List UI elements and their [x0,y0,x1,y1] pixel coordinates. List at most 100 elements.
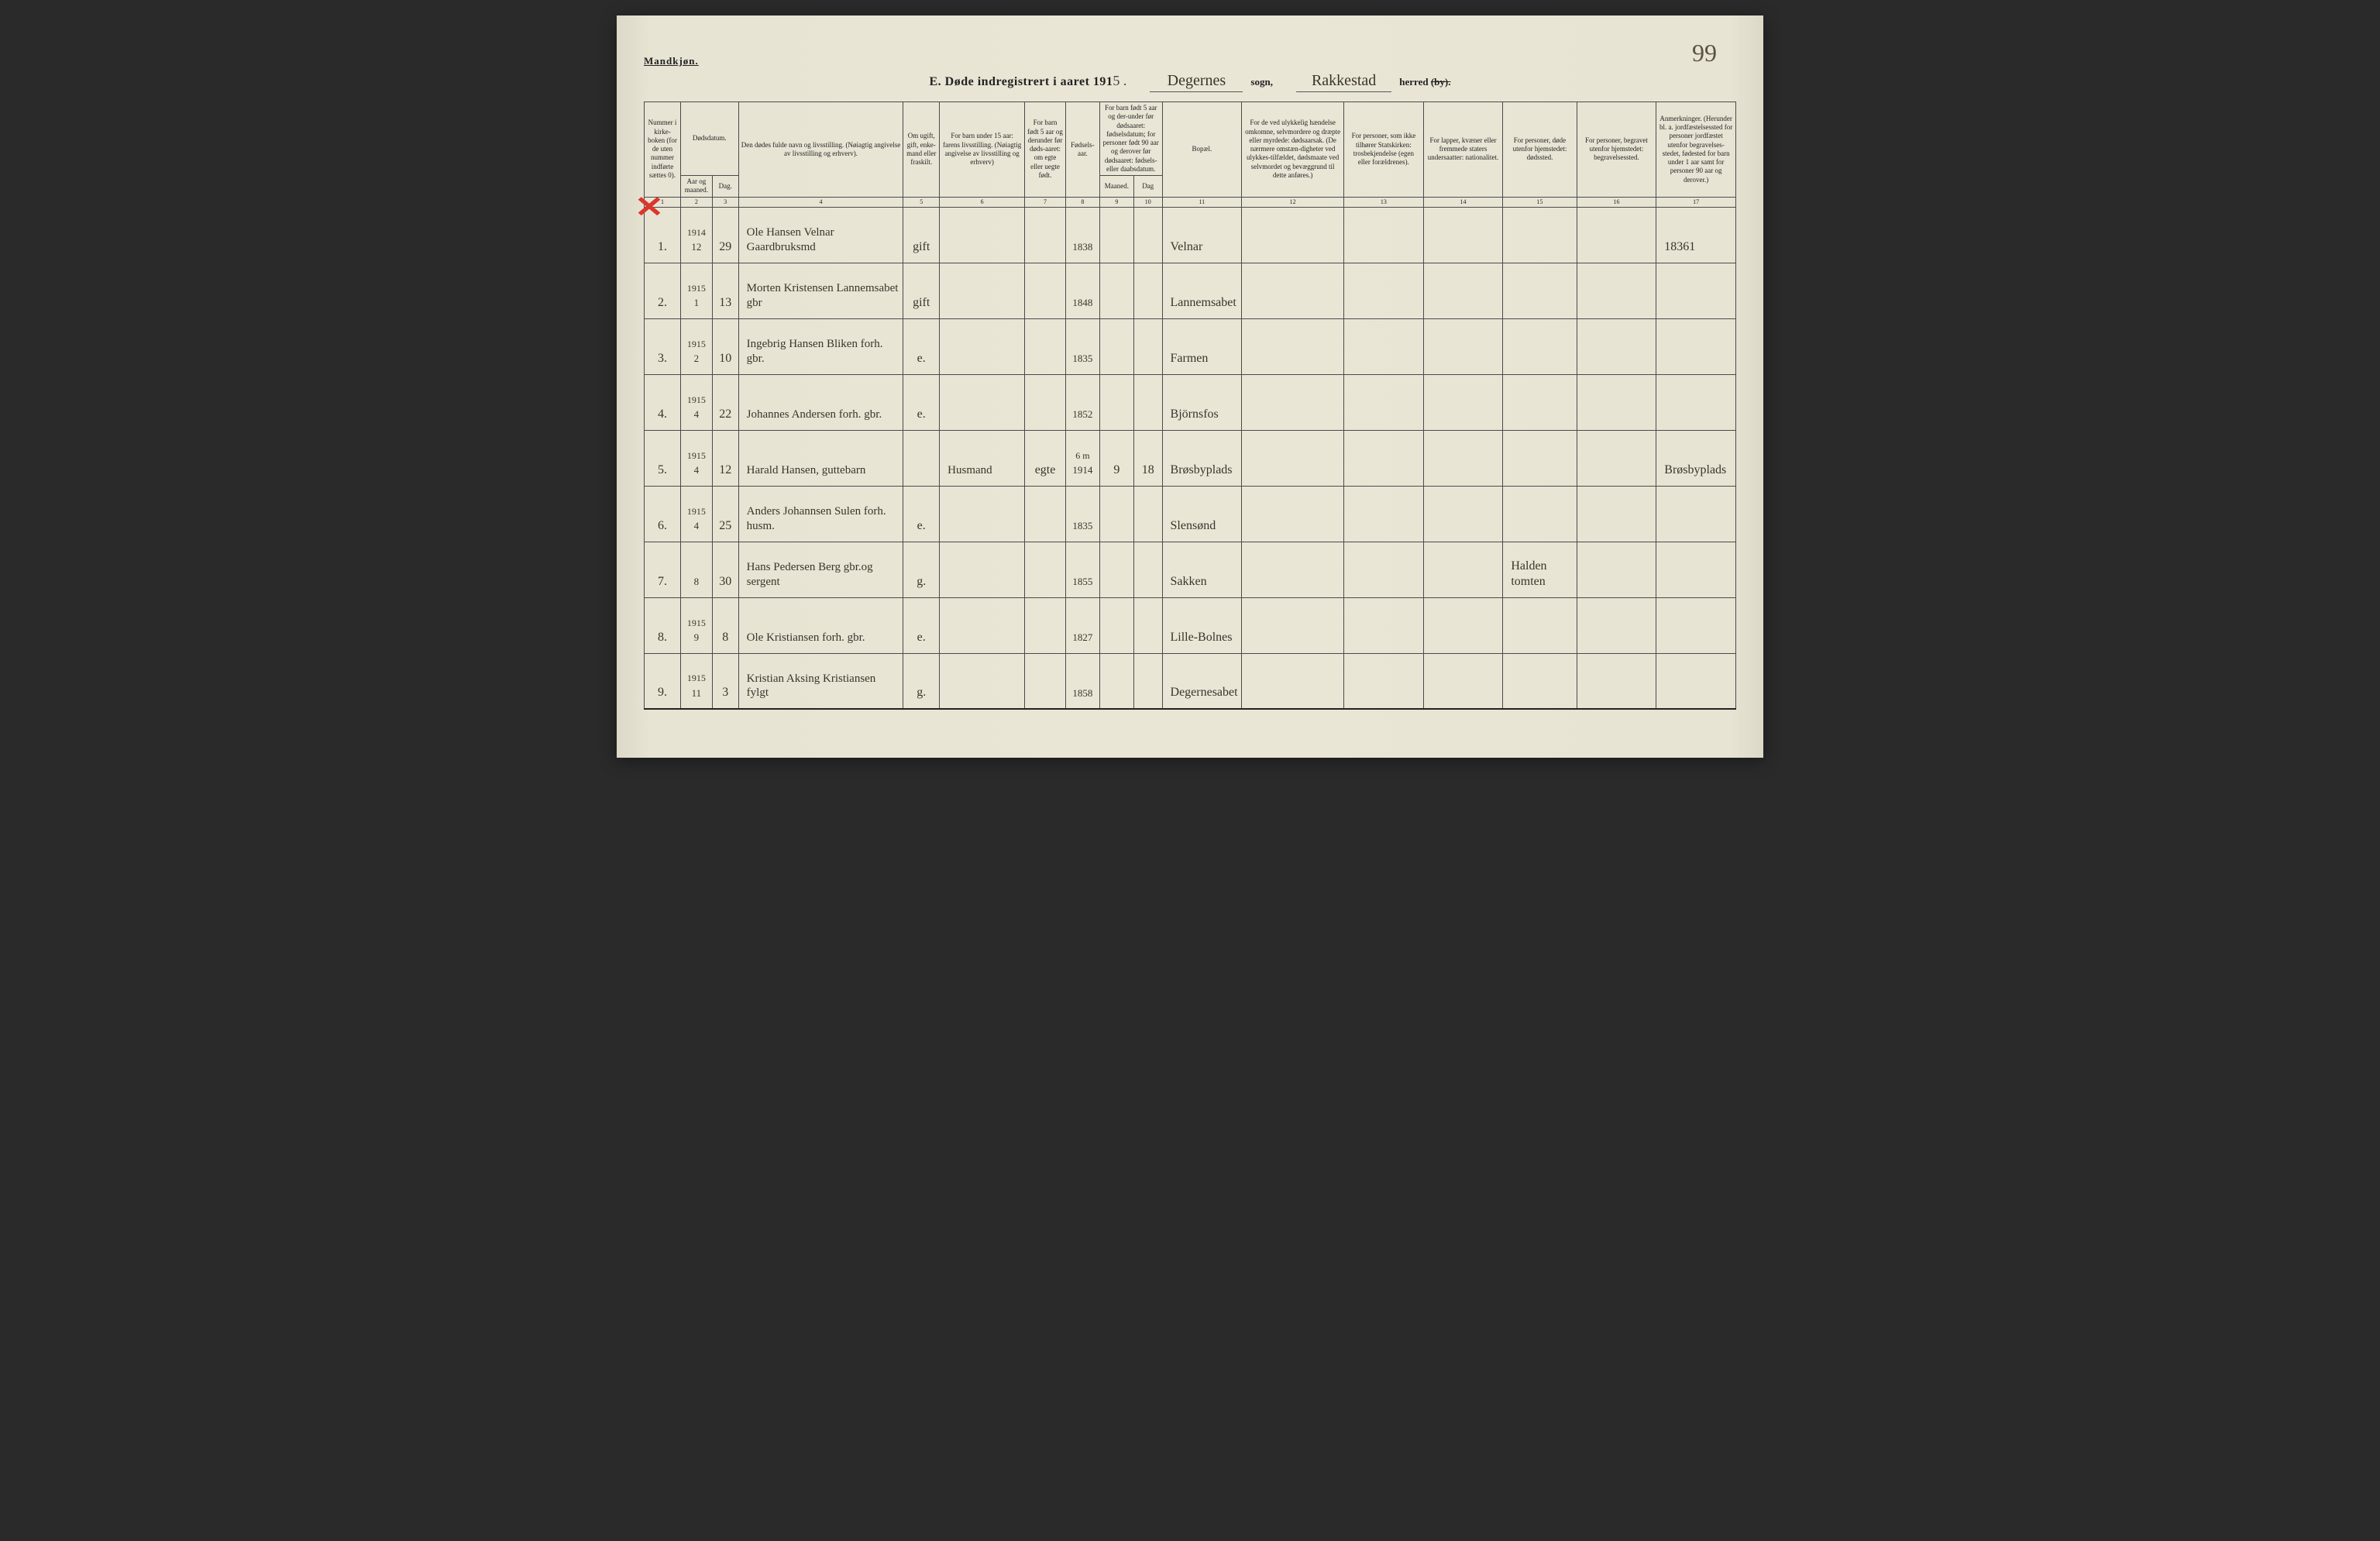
cell-father [940,374,1025,430]
cell-dodsaarsak [1242,653,1344,709]
cell-dodssted [1503,430,1577,486]
herred-by-struck: (by). [1431,76,1451,88]
header-nummer: Nummer i kirke-boken (for de uten nummer… [645,102,681,198]
cell-nationalitet [1423,207,1503,263]
table-row: 4.1915422Johannes Andersen forh. gbr.e.1… [645,374,1736,430]
cell-aar-maaned: 19151 [680,263,712,318]
cell-fdag [1133,653,1162,709]
cell-aar-maaned: 8 [680,542,712,597]
cell-nationalitet [1423,542,1503,597]
cell-dag: 10 [712,318,738,374]
cell-nationalitet [1423,263,1503,318]
colnum-12: 12 [1242,197,1344,207]
cell-civil: e. [903,597,940,653]
cell-aar-maaned: 19154 [680,374,712,430]
cell-nationalitet [1423,374,1503,430]
cell-nationalitet [1423,318,1503,374]
cell-dag: 3 [712,653,738,709]
cell-num: 7. [645,542,681,597]
cell-begravsted [1577,653,1656,709]
cell-aar-maaned: 19154 [680,486,712,542]
cell-num: 8. [645,597,681,653]
cell-dodssted [1503,263,1577,318]
cell-num: 6. [645,486,681,542]
month-text: 9 [694,631,700,643]
cell-dodsaarsak [1242,597,1344,653]
colnum-15: 15 [1503,197,1577,207]
cell-bopael: Lille-Bolnes [1162,597,1242,653]
herred-group: Rakkestad herred (by). [1296,72,1451,92]
cell-num: 9. [645,653,681,709]
table-row: 9.1915113Kristian Aksing Kristiansen fyl… [645,653,1736,709]
header-dag: Dag. [712,176,738,198]
cell-name: Hans Pedersen Berg gbr.og sergent [738,542,903,597]
table-row: 6.1915425Anders Johannsen Sulen forh. hu… [645,486,1736,542]
colnum-3: 3 [712,197,738,207]
year-text: 1915 [683,394,710,407]
cell-father [940,597,1025,653]
cell-anmerk [1656,542,1736,597]
cell-dodssted [1503,486,1577,542]
cell-fmaaned [1099,486,1133,542]
colnum-11: 11 [1162,197,1242,207]
month-text: 4 [694,464,700,476]
colnum-17: 17 [1656,197,1736,207]
title-main: E. Døde indregistrert i aaret 1915 . [930,73,1127,89]
cell-bopael: Slensønd [1162,486,1242,542]
cell-begravsted [1577,374,1656,430]
cell-dodsaarsak [1242,486,1344,542]
month-text: 12 [691,241,701,253]
cell-dag: 22 [712,374,738,430]
cell-name: Harald Hansen, guttebarn [738,430,903,486]
cell-dag: 12 [712,430,738,486]
cell-fdag [1133,374,1162,430]
cell-civil: e. [903,374,940,430]
cell-fdag [1133,207,1162,263]
header-fdag: Dag [1133,176,1162,198]
cell-father [940,207,1025,263]
colnum-5: 5 [903,197,940,207]
cell-father [940,486,1025,542]
cell-nationalitet [1423,430,1503,486]
cell-fdag [1133,597,1162,653]
cell-father [940,318,1025,374]
cell-dodsaarsak [1242,542,1344,597]
cell-name: Ingebrig Hansen Bliken forh. gbr. [738,318,903,374]
colnum-16: 16 [1577,197,1656,207]
header-navn: Den dødes fulde navn og livsstilling. (N… [738,102,903,198]
colnum-2: 2 [680,197,712,207]
cell-fdag [1133,318,1162,374]
faar-text: 1855 [1072,576,1092,587]
cell-egte [1025,597,1066,653]
cell-begravsted [1577,542,1656,597]
cell-aar-maaned: 1914 12 [680,207,712,263]
cell-tros [1344,207,1424,263]
colnum-6: 6 [940,197,1025,207]
year-text: 1915 [683,449,710,463]
herred-label-text: herred [1399,76,1428,88]
faar-text: 1827 [1072,631,1092,643]
top-row: Mandkjøn. 99 [644,39,1736,67]
cell-fodselsaar: 1835 [1065,318,1099,374]
register-page: ✕ Mandkjøn. 99 E. Døde indregistrert i a… [617,15,1763,758]
month-text: 4 [694,408,700,420]
year-text: 1915 [683,282,710,295]
cell-anmerk: 18361 [1656,207,1736,263]
cell-egte [1025,486,1066,542]
cell-fmaaned: 9 [1099,430,1133,486]
month-text: 11 [692,687,702,699]
cell-civil [903,430,940,486]
cell-fdag [1133,542,1162,597]
year-text: 1914 [683,226,710,239]
cell-dodssted [1503,597,1577,653]
cell-fmaaned [1099,653,1133,709]
cell-aar-maaned: 191511 [680,653,712,709]
cell-fodselsaar: 6 m1914 [1065,430,1099,486]
title-year-hand: 5 . [1113,73,1126,88]
cell-fodselsaar: 1848 [1065,263,1099,318]
table-row: 3.1915210Ingebrig Hansen Bliken forh. gb… [645,318,1736,374]
header-fodselsaar: Fødsels-aar. [1065,102,1099,198]
cell-bopael: Lannemsabet [1162,263,1242,318]
cell-fmaaned [1099,263,1133,318]
cell-dag: 8 [712,597,738,653]
